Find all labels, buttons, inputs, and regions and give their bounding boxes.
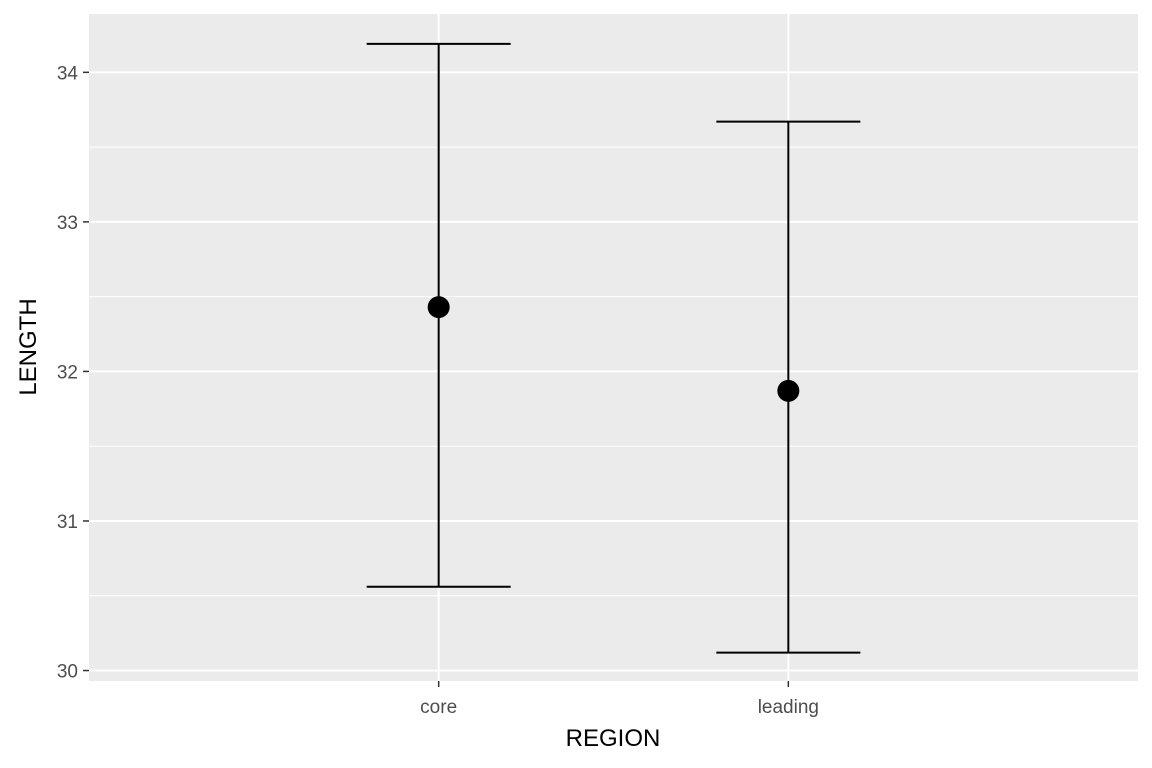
y-tick-label: 33 — [57, 213, 78, 234]
mean-point — [427, 296, 450, 319]
mean-point — [777, 379, 800, 402]
x-axis-title: REGION — [566, 725, 661, 752]
plot-panel — [89, 14, 1138, 681]
x-tick-label: leading — [758, 697, 819, 718]
y-tick-label: 30 — [57, 662, 78, 683]
x-tick-label: core — [420, 697, 457, 718]
y-tick-label: 32 — [57, 362, 78, 383]
y-axis: 30 31 32 33 34 — [57, 63, 89, 683]
grid-minor — [89, 146, 1138, 597]
error-bars — [366, 42, 861, 654]
y-tick-label: 34 — [57, 63, 79, 84]
y-tick-label: 31 — [57, 512, 78, 533]
y-axis-title: LENGTH — [15, 298, 42, 395]
x-axis: core leading — [420, 681, 819, 718]
